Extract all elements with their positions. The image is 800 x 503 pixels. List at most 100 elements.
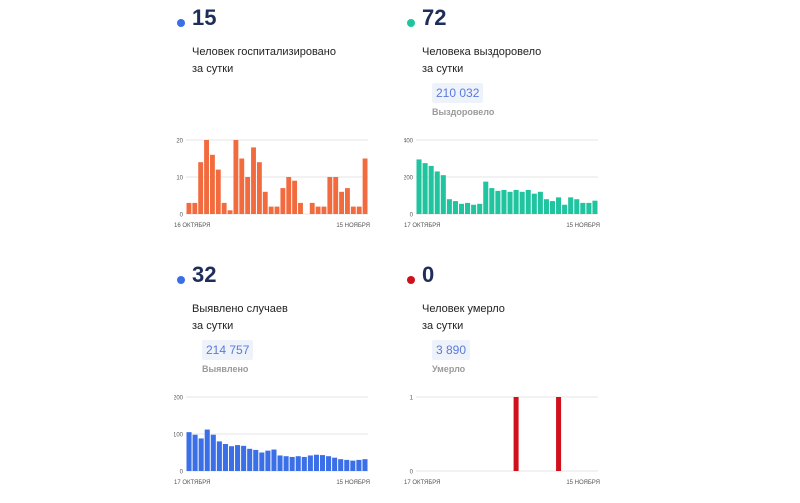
bar [192,434,198,471]
daily-number: 72 [422,5,447,30]
bar [446,199,452,214]
y-tick-label: 200 [404,176,414,182]
y-tick-label: 400 [404,139,414,145]
bar [245,177,251,214]
bar [338,459,344,471]
caption-line-2: за сутки [422,63,464,75]
panel-cases: 32 Выявлено случаев за сутки 214 757 Выя… [174,262,414,503]
bar [440,175,446,214]
caption: Человек госпитализировано за сутки [192,44,336,78]
bar [452,201,458,214]
x-tick-label-end: 15 НОЯБРЯ [566,480,600,486]
daily-number: 32 [192,262,217,287]
daily-number: 15 [192,5,217,30]
bar [519,191,525,214]
bar [216,441,222,471]
series-dot-icon [407,276,415,284]
bar [265,450,271,471]
bar [241,445,247,471]
panel-hospitalized: 15 Человек госпитализировано за сутки 0 1… [174,5,414,246]
bar [307,455,313,471]
bar [580,202,586,214]
x-tick-label-end: 15 НОЯБРЯ [566,223,600,229]
bar [198,438,204,471]
caption-line-2: за сутки [422,320,464,332]
bar [332,457,338,471]
caption: Выявлено случаев за сутки [192,301,288,335]
bar [568,197,574,214]
bar [549,201,556,214]
bar [209,154,215,214]
total-label: Выявлено [202,364,249,374]
bar [186,432,192,471]
caption-line-1: Выявлено случаев [192,303,288,315]
bar [543,199,549,214]
bar [428,165,434,214]
bar [233,140,239,214]
bar [326,456,332,471]
panel-recovered: 72 Человека выздоровело за сутки 210 032… [404,5,644,246]
bar [339,191,345,214]
bar [495,190,501,214]
total-label: Выздоровело [432,107,495,117]
bar [350,206,356,214]
bar [271,449,277,471]
bar [210,434,216,471]
y-tick-label: 20 [176,139,183,145]
x-tick-label-start: 17 ОКТЯБРЯ [174,480,211,486]
y-tick-label: 0 [410,213,414,219]
bar [262,191,268,214]
y-tick-label: 200 [174,396,184,402]
caption: Человека выздоровело за сутки [422,44,541,78]
bar [321,206,327,214]
y-tick-label: 1 [410,396,414,402]
bar [286,177,292,214]
bar [458,203,465,214]
chart-recovered: 0 200 400 17 ОКТЯБРЯ 15 НОЯБРЯ [404,139,600,230]
chart-cases: 0 100 200 17 ОКТЯБРЯ 15 НОЯБРЯ [174,396,370,487]
x-tick-label-end: 15 НОЯБРЯ [336,223,370,229]
bar [531,193,537,214]
bar [192,202,198,214]
bar [274,206,280,214]
bar [562,204,568,214]
bar [483,181,489,214]
bar [416,159,422,214]
x-tick-label-start: 16 ОКТЯБРЯ [174,223,211,229]
panel-deaths: 0 Человек умерло за сутки 3 890 Умерло 0… [404,262,644,503]
bar [586,202,592,214]
y-tick-label: 10 [176,176,183,182]
bar [471,204,477,214]
bar [247,448,253,471]
bar [489,188,495,214]
bar [362,459,368,471]
bar [315,206,321,214]
bar [422,163,428,214]
series-dot-icon [177,276,185,284]
bar [295,456,301,471]
y-tick-label: 0 [180,470,184,476]
bar [344,459,350,471]
bar [277,455,283,471]
bar [434,171,440,214]
caption-line-2: за сутки [192,320,234,332]
daily-number: 0 [422,262,435,287]
x-tick-label-end: 15 НОЯБРЯ [336,480,370,486]
bar [345,188,350,214]
bar [283,456,289,471]
bar [280,188,286,214]
bar [477,203,483,214]
bar [239,158,245,214]
bar [319,455,326,471]
bar [253,449,259,471]
bar [574,199,580,214]
bar [537,191,543,214]
chart-deaths: 0 1 17 ОКТЯБРЯ 15 НОЯБРЯ [404,396,600,487]
caption-line-1: Человек госпитализировано [192,46,336,58]
series-dot-icon [407,19,415,27]
bar [259,452,265,471]
caption-line-2: за сутки [192,63,234,75]
bar [227,210,233,214]
bar [556,197,562,214]
chart-hospitalized: 0 10 20 16 ОКТЯБРЯ 15 НОЯБРЯ [174,139,370,230]
